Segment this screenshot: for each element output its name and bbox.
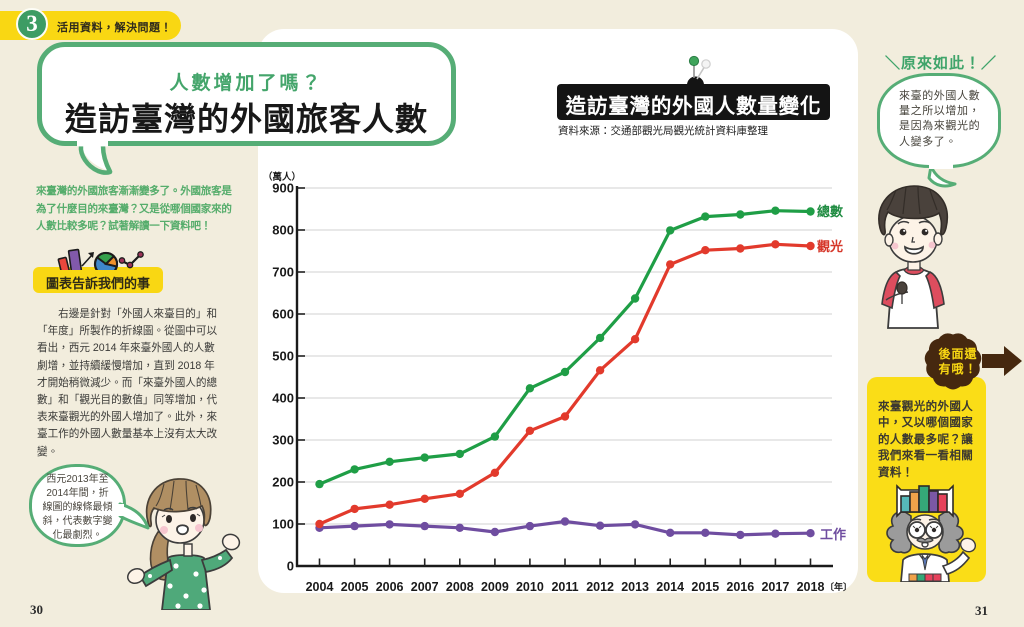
svg-text:2009: 2009 — [481, 580, 509, 594]
svg-text:2005: 2005 — [341, 580, 369, 594]
svg-text:工作: 工作 — [820, 527, 846, 542]
svg-text:0: 0 — [287, 559, 294, 574]
svg-text:（萬人）: （萬人） — [263, 171, 301, 183]
svg-text:2006: 2006 — [376, 580, 404, 594]
svg-text:500: 500 — [272, 349, 294, 364]
svg-text:2015: 2015 — [691, 580, 719, 594]
svg-text:2011: 2011 — [551, 580, 578, 594]
svg-text:2010: 2010 — [516, 580, 544, 594]
svg-text:100: 100 — [272, 517, 294, 532]
svg-text:700: 700 — [272, 265, 294, 280]
svg-text:2018: 2018 — [797, 580, 825, 594]
svg-text:總數: 總數 — [817, 204, 844, 219]
svg-text:2013: 2013 — [621, 580, 649, 594]
svg-text:觀光: 觀光 — [817, 239, 843, 254]
svg-text:〔年〕: 〔年〕 — [825, 581, 852, 592]
svg-text:2014: 2014 — [656, 580, 684, 594]
svg-text:2012: 2012 — [586, 580, 614, 594]
svg-text:600: 600 — [272, 307, 294, 322]
svg-text:2007: 2007 — [411, 580, 439, 594]
svg-text:300: 300 — [272, 433, 294, 448]
svg-text:400: 400 — [272, 391, 294, 406]
svg-text:2017: 2017 — [761, 580, 789, 594]
svg-text:2004: 2004 — [306, 580, 334, 594]
svg-text:900: 900 — [272, 181, 294, 196]
svg-text:2008: 2008 — [446, 580, 474, 594]
svg-text:800: 800 — [272, 223, 294, 238]
svg-text:2016: 2016 — [726, 580, 754, 594]
svg-text:200: 200 — [272, 475, 294, 490]
